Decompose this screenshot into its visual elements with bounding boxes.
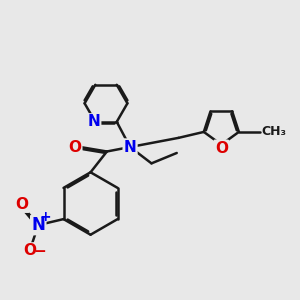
Text: N: N (31, 216, 45, 234)
Text: O: O (215, 141, 228, 156)
Text: N: N (87, 114, 100, 129)
Text: N: N (124, 140, 136, 154)
Text: O: O (23, 243, 36, 258)
Text: +: + (40, 210, 52, 224)
Text: CH₃: CH₃ (261, 125, 286, 138)
Text: O: O (15, 197, 28, 212)
Text: −: − (33, 244, 46, 259)
Text: O: O (68, 140, 81, 154)
